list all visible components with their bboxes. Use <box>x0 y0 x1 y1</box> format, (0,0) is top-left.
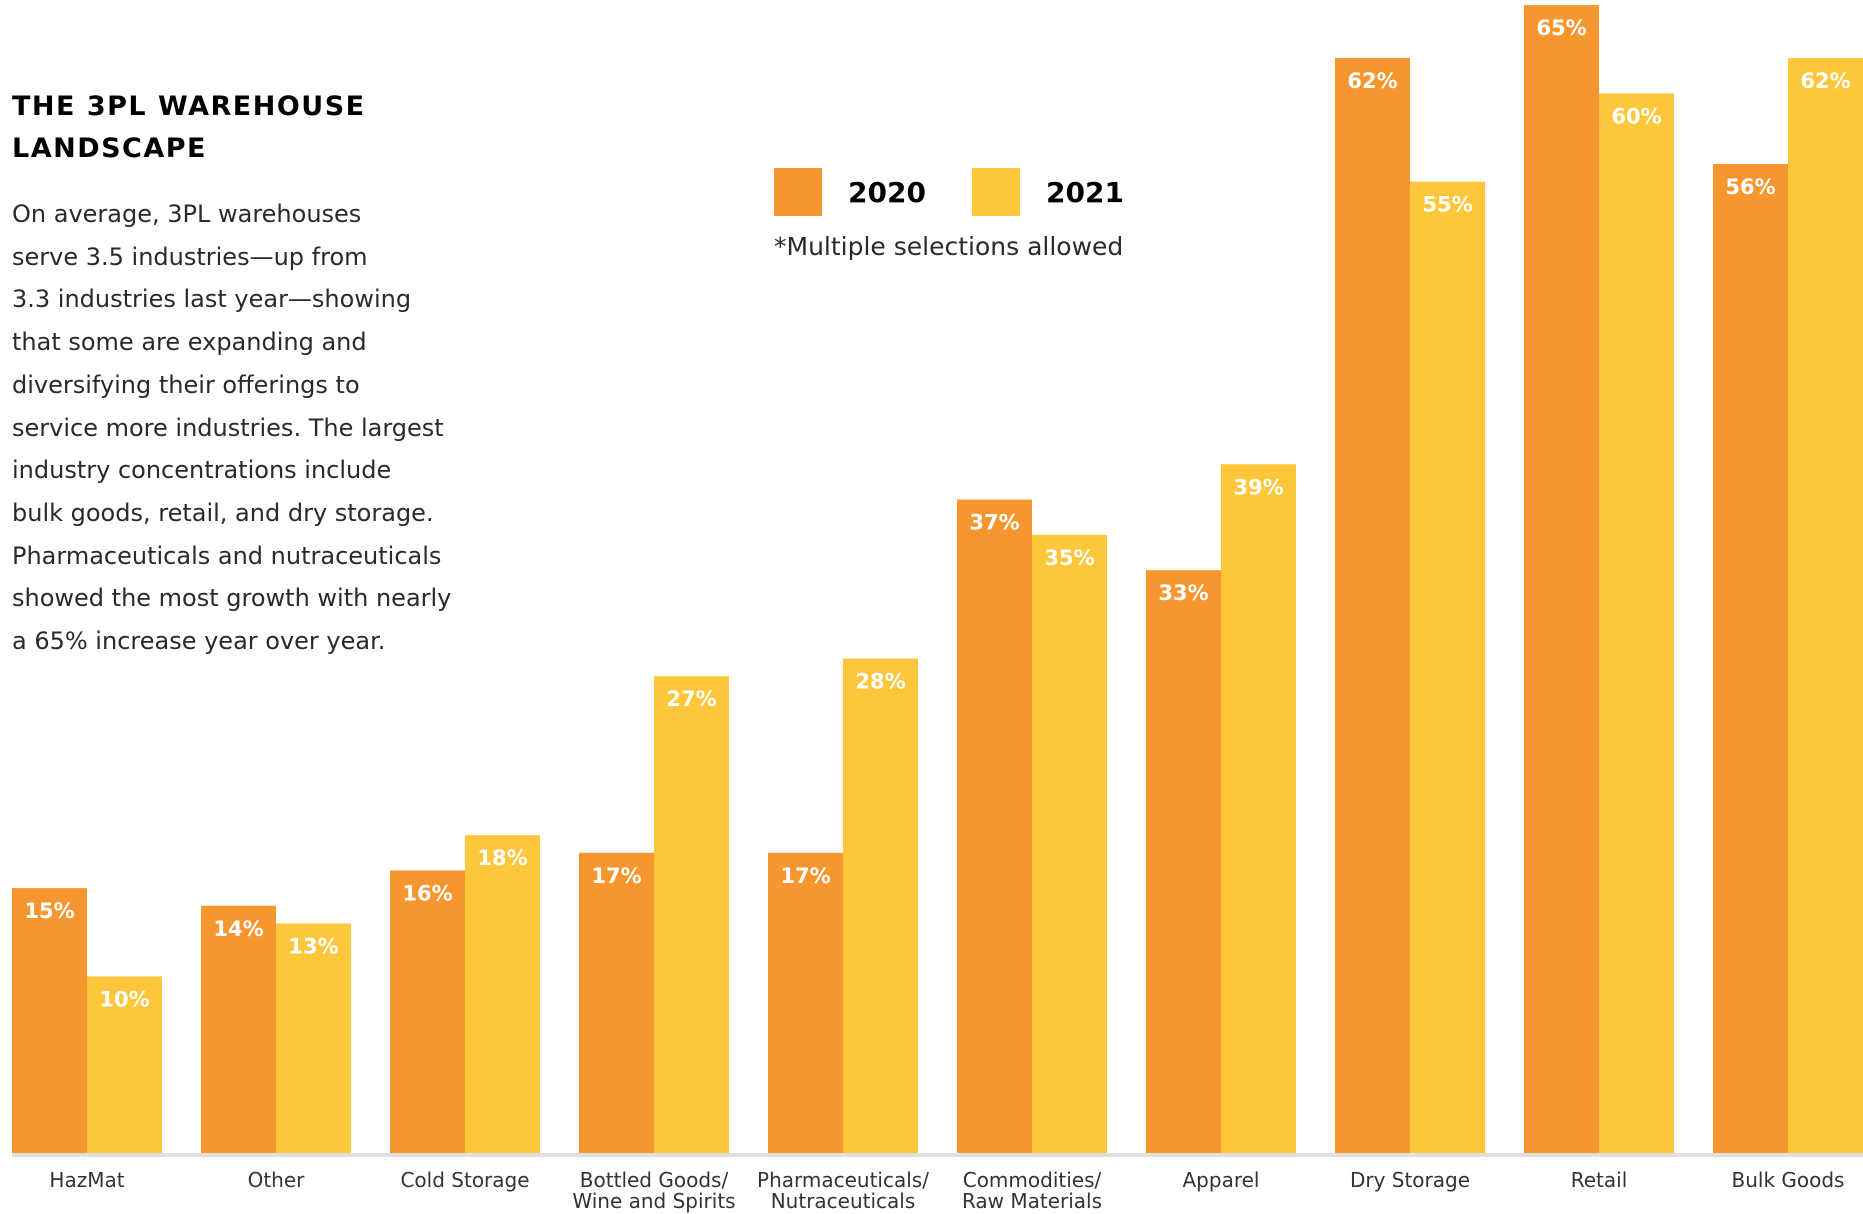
x-tick-label: Dry Storage <box>1350 1168 1470 1192</box>
data-label: 55% <box>1422 193 1472 217</box>
bar-2021-4 <box>843 658 918 1153</box>
data-label: 17% <box>591 864 641 888</box>
data-label: 62% <box>1347 69 1397 93</box>
paragraph-line: serve 3.5 industries—up from <box>12 242 368 271</box>
paragraph-line: service more industries. The largest <box>12 413 444 442</box>
x-tick-label: Retail <box>1571 1168 1628 1192</box>
chart-title: THE 3PL WAREHOUSE LANDSCAPE <box>12 86 432 170</box>
x-tick-label: Wine and Spirits <box>572 1189 735 1213</box>
bar-2020-1 <box>201 905 276 1153</box>
bar-2021-6 <box>1221 464 1296 1153</box>
bar-2020-2 <box>390 870 465 1153</box>
legend-swatch-2020 <box>774 168 822 216</box>
chart-title-line: THE 3PL WAREHOUSE <box>12 91 366 122</box>
x-tick-label: Other <box>248 1168 306 1192</box>
paragraph-line: industry concentrations include <box>12 456 392 485</box>
x-tick-label: Commodities/ <box>963 1168 1102 1192</box>
bar-2020-5 <box>957 499 1032 1154</box>
bar-2021-0 <box>87 976 162 1153</box>
paragraph-line: Pharmaceuticals and nutraceuticals <box>12 541 442 570</box>
paragraph-line: that some are expanding and <box>12 328 367 357</box>
data-label: 35% <box>1044 546 1094 570</box>
paragraph-line: bulk goods, retail, and dry storage. <box>12 498 434 527</box>
legend-note: *Multiple selections allowed <box>774 232 1124 261</box>
data-label: 14% <box>213 917 263 941</box>
bar-2021-1 <box>276 923 351 1153</box>
paragraph-line: diversifying their offerings to <box>12 370 360 399</box>
data-label: 60% <box>1611 104 1661 128</box>
bar-2020-4 <box>768 852 843 1153</box>
bar-2020-0 <box>12 888 87 1153</box>
intro-paragraph: On average, 3PL warehouses serve 3.5 ind… <box>12 193 452 663</box>
legend-swatch-2021 <box>972 168 1020 216</box>
legend-label-2021: 2021 <box>1046 175 1124 209</box>
bar-2020-9 <box>1713 164 1788 1154</box>
data-label: 56% <box>1725 175 1775 199</box>
data-label: 62% <box>1800 69 1850 93</box>
data-label: 28% <box>855 670 905 694</box>
bar-2021-9 <box>1788 58 1863 1154</box>
bar-2020-7 <box>1335 58 1410 1154</box>
paragraph-line: 3.3 industries last year—showing <box>12 285 412 314</box>
data-label: 65% <box>1536 16 1586 40</box>
data-label: 33% <box>1158 581 1208 605</box>
bar-2021-7 <box>1410 181 1485 1153</box>
legend-item-2021: 2021 <box>972 168 1124 216</box>
bar-2021-2 <box>465 835 540 1153</box>
bar-2020-6 <box>1146 570 1221 1153</box>
legend-item-2020: 2020 <box>774 168 926 216</box>
data-label: 15% <box>24 899 74 923</box>
bar-2020-3 <box>579 852 654 1153</box>
paragraph-line: On average, 3PL warehouses <box>12 200 362 228</box>
data-label: 39% <box>1233 475 1283 499</box>
data-label: 27% <box>666 687 716 711</box>
x-tick-label: Nutraceuticals <box>771 1189 916 1213</box>
x-tick-label: HazMat <box>49 1168 124 1192</box>
data-label: 18% <box>477 846 527 870</box>
paragraph-line: showed the most growth with nearly <box>12 584 452 613</box>
data-label: 13% <box>288 934 338 958</box>
x-tick-label: Raw Materials <box>962 1189 1102 1213</box>
bar-2021-8 <box>1599 93 1674 1153</box>
legend-label-2020: 2020 <box>848 175 926 209</box>
bar-2021-5 <box>1032 534 1107 1153</box>
chart-title-line: LANDSCAPE <box>12 133 207 164</box>
data-label: 16% <box>402 881 452 905</box>
x-tick-label: Bulk Goods <box>1732 1168 1845 1192</box>
x-tick-label: Pharmaceuticals/ <box>757 1168 929 1192</box>
paragraph-line: a 65% increase year over year. <box>12 627 386 656</box>
data-label: 37% <box>969 511 1019 535</box>
x-axis-baseline <box>12 1153 1863 1157</box>
x-tick-label: Bottled Goods/ <box>580 1168 729 1192</box>
bar-2021-3 <box>654 676 729 1153</box>
data-label: 17% <box>780 864 830 888</box>
data-label: 10% <box>99 987 149 1011</box>
bar-2020-8 <box>1524 5 1599 1154</box>
x-tick-label: Cold Storage <box>400 1168 529 1192</box>
x-tick-label: Apparel <box>1183 1168 1260 1192</box>
